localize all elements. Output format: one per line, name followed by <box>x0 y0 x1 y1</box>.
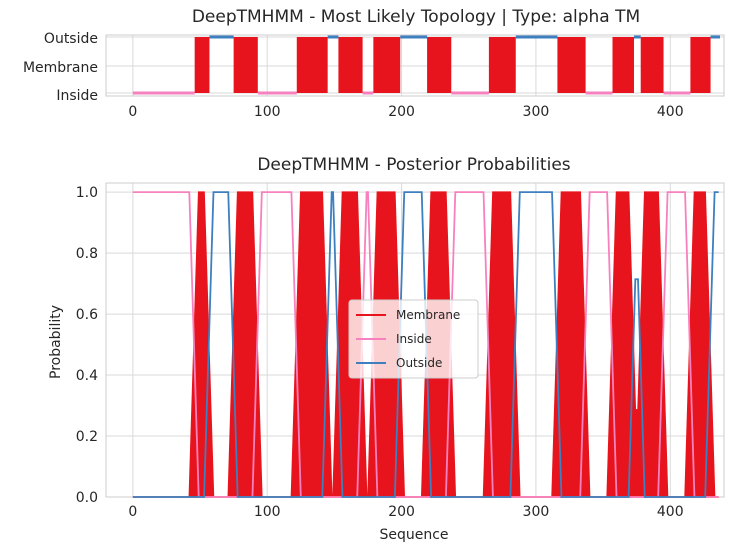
segment-membrane-3 <box>233 37 258 93</box>
top-xtick-label-0: 0 <box>128 104 137 120</box>
topology-panel: DeepTMHMM - Most Likely Topology | Type:… <box>23 7 725 120</box>
bottom-xtick-label-4: 400 <box>657 504 684 520</box>
top-frame <box>105 34 725 97</box>
bottom-xtick-label-3: 300 <box>523 504 550 520</box>
bottom-ytick-label-5: 1.0 <box>76 185 98 201</box>
bottom-xtick-label-2: 200 <box>388 504 415 520</box>
segment-membrane-9 <box>373 37 401 93</box>
segment-membrane-13 <box>488 37 516 93</box>
segment-membrane-1 <box>194 37 210 93</box>
bottom-ytick-label-4: 0.8 <box>76 246 98 262</box>
segment-membrane-11 <box>427 37 452 93</box>
bottom-ytick-label-0: 0.0 <box>76 490 98 506</box>
segment-membrane-19 <box>640 37 664 93</box>
posterior-title: DeepTMHMM - Posterior Probabilities <box>257 155 570 175</box>
top-xtick-label-2: 200 <box>388 104 415 120</box>
topology-marks <box>132 35 720 95</box>
segment-membrane-21 <box>690 37 711 93</box>
topology-x-ticks: 0 100 200 300 400 <box>128 104 683 120</box>
ytick-inside: Inside <box>56 88 98 104</box>
topology-title: DeepTMHMM - Most Likely Topology | Type:… <box>192 7 640 27</box>
posterior-y-ticks: 0.0 0.2 0.4 0.6 0.8 1.0 <box>76 185 98 506</box>
legend-box <box>348 299 479 379</box>
top-xtick-label-3: 300 <box>523 104 550 120</box>
topology-y-ticks: Outside Membrane Inside <box>23 31 98 104</box>
bottom-xtick-label-0: 0 <box>128 504 137 520</box>
segment-membrane-17 <box>612 37 634 93</box>
bottom-ytick-label-2: 0.4 <box>76 368 98 384</box>
legend-label-outside: Outside <box>396 356 442 370</box>
y-axis-label: Probability <box>48 305 64 379</box>
ytick-outside: Outside <box>44 31 98 47</box>
top-xtick-label-4: 400 <box>657 104 684 120</box>
top-xtick-label-1: 100 <box>254 104 281 120</box>
x-axis-label: Sequence <box>379 527 448 543</box>
segment-membrane-15 <box>557 37 586 93</box>
legend-label-inside: Inside <box>396 332 432 346</box>
posterior-panel: DeepTMHMM - Posterior Probabilities 0.00… <box>48 155 725 543</box>
ytick-membrane: Membrane <box>23 60 98 76</box>
bottom-ytick-label-1: 0.2 <box>76 429 98 445</box>
legend-label-membrane: Membrane <box>396 308 460 322</box>
bottom-xtick-label-1: 100 <box>254 504 281 520</box>
segment-membrane-7 <box>338 37 363 93</box>
posterior-x-ticks: 0 100 200 300 400 <box>128 504 683 520</box>
segment-membrane-5 <box>296 37 328 93</box>
legend: Membrane Inside Outside <box>348 299 479 379</box>
bottom-ytick-label-3: 0.6 <box>76 307 98 323</box>
